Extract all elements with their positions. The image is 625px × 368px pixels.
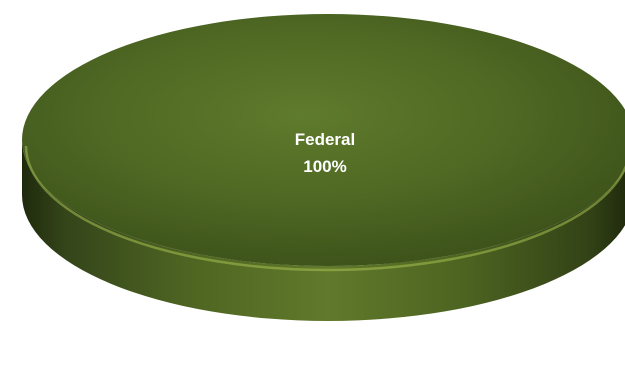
pie-slice-side-federal bbox=[22, 140, 625, 321]
slice-label-name: Federal bbox=[295, 130, 355, 149]
pie-slices bbox=[22, 14, 625, 321]
slice-label-value: 100% bbox=[303, 157, 346, 176]
pie-slice-federal bbox=[22, 14, 625, 266]
pie-rim-highlight bbox=[24, 145, 625, 272]
